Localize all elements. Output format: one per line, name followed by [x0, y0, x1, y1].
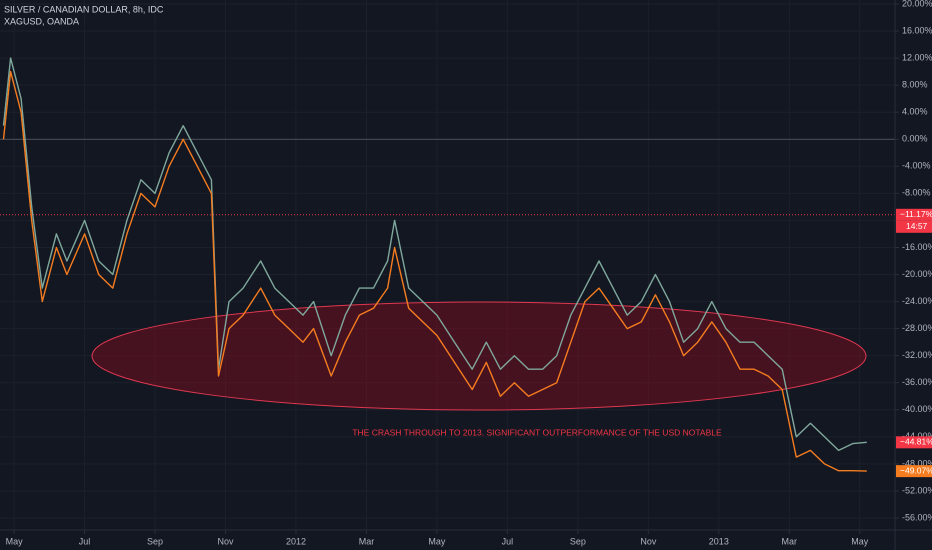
- y-tick-label: -48.00%: [902, 458, 932, 468]
- grid: [0, 138, 895, 216]
- annotation: THE CRASH THROUGH TO 2013. SIGNIFICANT O…: [352, 427, 722, 437]
- x-tick-label: Sep: [570, 536, 586, 546]
- plot: [2, 57, 867, 472]
- price-line-label-box: [896, 208, 932, 221]
- x-tick-label: May: [851, 536, 869, 546]
- y-tick-label: -32.00%: [902, 350, 932, 360]
- x-tick-label: Mar: [782, 536, 798, 546]
- last-value-label: −49.07%: [900, 465, 932, 475]
- last-value-label: −44.81%: [900, 437, 932, 447]
- chart-title: SILVER / CANADIAN DOLLAR, 8h, IDC: [4, 4, 164, 14]
- chart-subtitle: XAGUSD, OANDA: [4, 16, 79, 26]
- x-tick-label: Nov: [640, 536, 657, 546]
- x-tick-label: Nov: [218, 536, 235, 546]
- y-tick-label: 0.00%: [902, 134, 928, 144]
- y-tick-label: 16.00%: [902, 25, 932, 35]
- y-tick-label: -28.00%: [902, 323, 932, 333]
- y-tick-label: -36.00%: [902, 377, 932, 387]
- y-tick-label: -56.00%: [902, 512, 932, 522]
- y-tick-label: 12.00%: [902, 52, 932, 62]
- y-tick-label: 20.00%: [902, 0, 932, 8]
- x-tick-label: Jul: [79, 536, 91, 546]
- y-tick-label: -24.00%: [902, 296, 932, 306]
- countdown: 14:57: [906, 221, 928, 231]
- price-line-label: −11.17%: [900, 209, 932, 219]
- y-tick-label: -44.00%: [902, 431, 932, 441]
- y-tick-label: -20.00%: [902, 269, 932, 279]
- x-tick-label: 2013: [709, 536, 729, 546]
- y-tick-label: -40.00%: [902, 404, 932, 414]
- y-tick-label: -8.00%: [902, 188, 931, 198]
- y-tick-label: -16.00%: [902, 242, 932, 252]
- y-tick-label: 8.00%: [902, 80, 928, 90]
- x-tick-label: May: [428, 536, 446, 546]
- y-tick-label: -52.00%: [902, 485, 932, 495]
- y-tick-label: -4.00%: [902, 161, 931, 171]
- y-tick-label: 4.00%: [902, 107, 928, 117]
- countdown-box: [896, 220, 932, 233]
- series-line: [2, 57, 867, 452]
- x-tick-label: May: [6, 536, 24, 546]
- series-line: [2, 70, 867, 472]
- x-tick-label: Jul: [502, 536, 514, 546]
- x-tick-label: Mar: [359, 536, 375, 546]
- x-tick-label: 2012: [286, 536, 306, 546]
- last-value-label-box: [896, 436, 932, 449]
- x-tick-label: Sep: [147, 536, 163, 546]
- last-value-label-box: [896, 465, 932, 478]
